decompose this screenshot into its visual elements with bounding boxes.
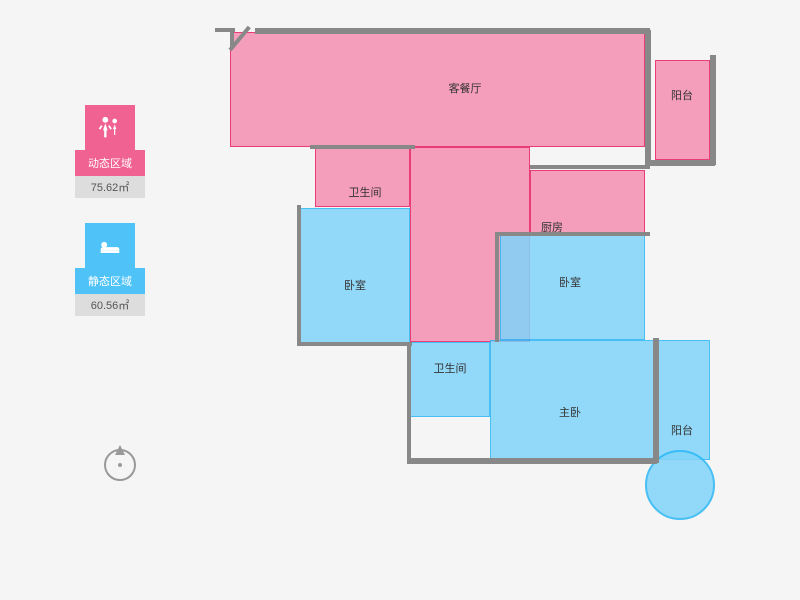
wall-6 xyxy=(645,160,715,166)
wall-14 xyxy=(495,232,650,236)
wall-7 xyxy=(530,165,650,169)
legend-dynamic-label: 动态区域 xyxy=(75,150,145,176)
room-master xyxy=(490,340,655,460)
room-label-bathroom1: 卫生间 xyxy=(349,184,382,200)
legend-panel: 动态区域 75.62㎡ 静态区域 60.56㎡ xyxy=(75,105,145,341)
room-label-master: 主卧 xyxy=(559,404,581,420)
wall-13 xyxy=(653,338,659,463)
wall-8 xyxy=(310,145,415,149)
legend-static-value: 60.56㎡ xyxy=(75,294,145,316)
room-living xyxy=(230,32,645,147)
room-label-living: 客餐厅 xyxy=(449,80,482,96)
legend-static: 静态区域 60.56㎡ xyxy=(75,223,145,316)
compass-icon xyxy=(100,445,140,485)
wall-15 xyxy=(495,232,499,342)
floorplan: 客餐厅阳台卫生间厨房卧室卧室卫生间主卧阳台 xyxy=(215,20,735,550)
room-balcony1 xyxy=(655,60,710,160)
room-label-balcony2: 阳台 xyxy=(671,422,693,438)
wall-10 xyxy=(297,342,412,346)
room-bedroom1 xyxy=(300,208,410,343)
wall-4 xyxy=(645,30,651,165)
wall-5 xyxy=(710,55,716,165)
room-label-bathroom2: 卫生间 xyxy=(434,360,467,376)
legend-dynamic: 动态区域 75.62㎡ xyxy=(75,105,145,198)
room-label-balcony1: 阳台 xyxy=(671,87,693,103)
legend-dynamic-value: 75.62㎡ xyxy=(75,176,145,198)
legend-static-label: 静态区域 xyxy=(75,268,145,294)
room-balcony2 xyxy=(655,340,710,460)
people-icon xyxy=(85,105,135,150)
wall-3 xyxy=(255,28,650,34)
wall-9 xyxy=(297,205,301,345)
room-label-bedroom2: 卧室 xyxy=(559,274,581,290)
wall-12 xyxy=(407,458,657,464)
wall-11 xyxy=(407,342,411,462)
room-label-bedroom1: 卧室 xyxy=(344,277,366,293)
sleep-icon xyxy=(85,223,135,268)
room-bathroom2 xyxy=(410,342,490,417)
